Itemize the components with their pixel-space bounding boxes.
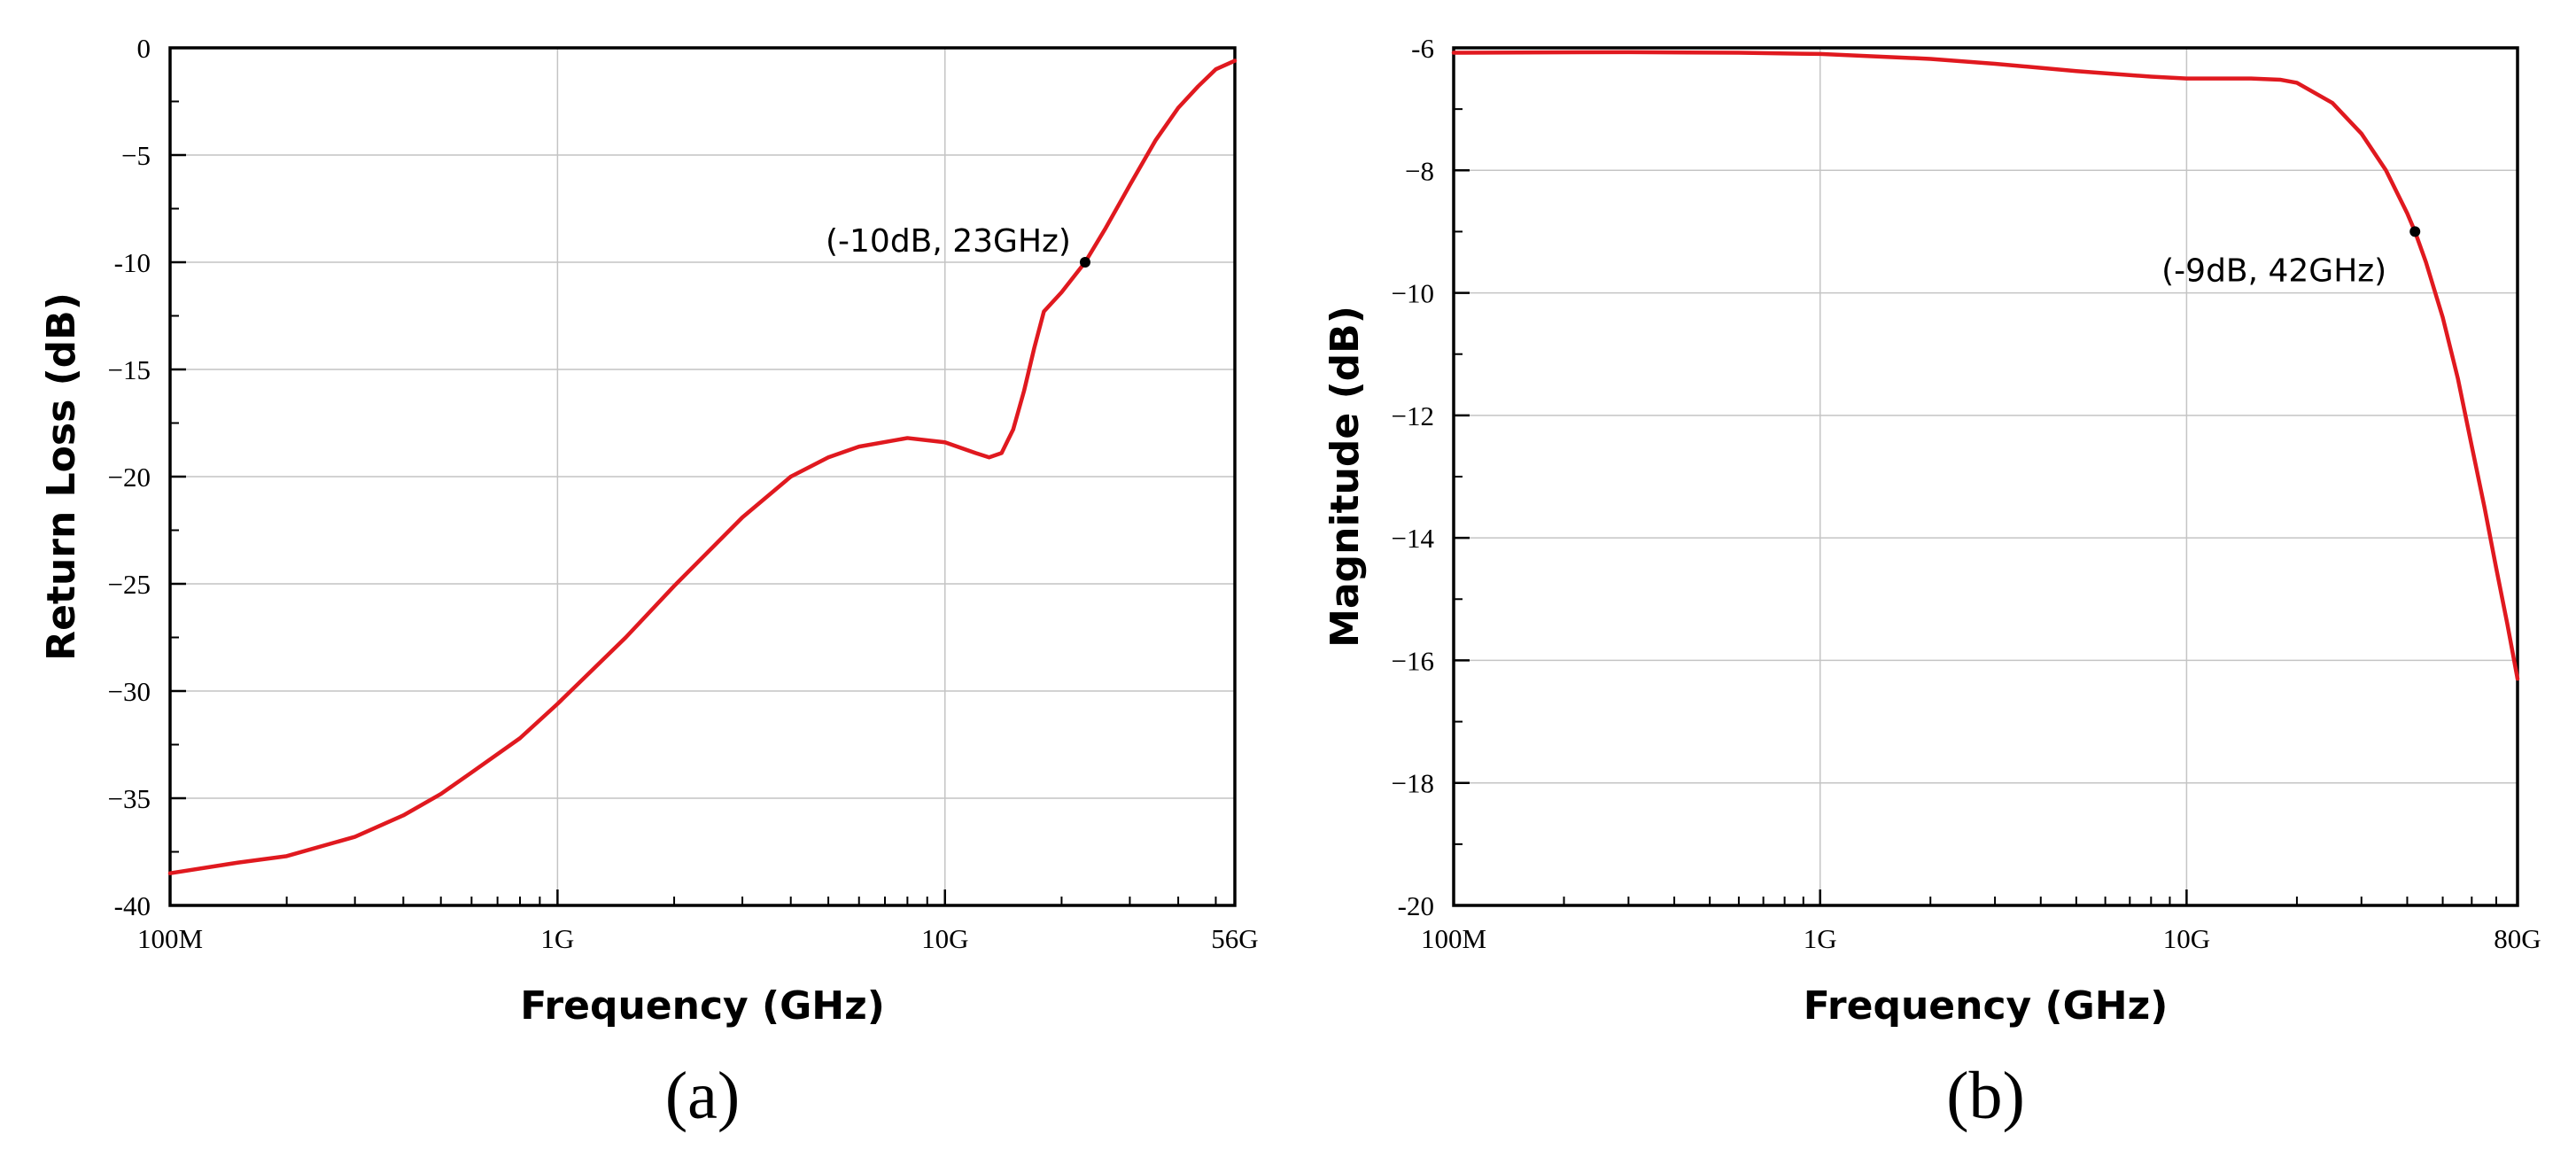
annotation-label: (-9dB, 42GHz) — [2161, 252, 2386, 289]
grid — [1454, 48, 2518, 905]
y-tick-label: −12 — [1392, 400, 1434, 431]
y-axis-title: Return Loss (dB) — [39, 292, 84, 661]
panel-label: (a) — [665, 1059, 740, 1133]
y-tick-label: −8 — [1405, 155, 1434, 186]
y-tick-label: −16 — [1392, 645, 1434, 676]
y-tick-label: -6 — [1411, 33, 1434, 64]
annotation-point — [1079, 257, 1090, 268]
x-tick-label: 10G — [921, 923, 968, 954]
annotation-point — [2409, 226, 2421, 237]
y-tick-label: −30 — [108, 676, 151, 707]
chart-panel-b: 100M 1G 10G 80G -6 −8 −10 −12 −14 −16 −18 -20 Freque… — [1323, 33, 2541, 1133]
y-tick-label: -20 — [1398, 890, 1434, 921]
x-tick-label: 1G — [1804, 923, 1837, 954]
y-axis-title: Magnitude (dB) — [1323, 306, 1368, 648]
chart-panel-a: 100M 1G 10G 56G 0 −5 -10 −15 −20 −25 −30 −35 -40 Freq… — [39, 33, 1259, 1133]
x-tick-label: 80G — [2494, 923, 2541, 954]
annotation-label: (-10dB, 23GHz) — [826, 223, 1071, 260]
x-tick-label: 1G — [540, 923, 574, 954]
series-line-0 — [1451, 50, 2520, 681]
y-tick-label: -10 — [114, 247, 151, 278]
y-tick-label: −14 — [1392, 523, 1435, 554]
x-tick-label: 56G — [1211, 923, 1258, 954]
y-tick-label: -40 — [114, 890, 151, 921]
x-tick-label: 100M — [1421, 923, 1486, 954]
y-tick-label: −20 — [108, 462, 151, 493]
x-tick-label: 10G — [2163, 923, 2210, 954]
y-tick-label: 0 — [137, 33, 151, 64]
plot-frame — [168, 46, 1237, 907]
grid — [170, 48, 1235, 905]
y-tick-label: −35 — [108, 783, 151, 814]
y-tick-label: −25 — [108, 569, 151, 600]
plot-frame — [1452, 46, 2519, 907]
y-tick-label: −5 — [121, 140, 151, 171]
y-tick-label: −10 — [1392, 278, 1434, 309]
y-tick-label: −15 — [108, 354, 151, 385]
series-line-0 — [167, 58, 1238, 875]
x-axis-title: Frequency (GHz) — [1804, 983, 2169, 1029]
x-axis-title: Frequency (GHz) — [520, 983, 885, 1029]
y-tick-label: −18 — [1392, 768, 1434, 799]
x-tick-label: 100M — [137, 923, 203, 954]
panel-label: (b) — [1946, 1059, 2025, 1133]
